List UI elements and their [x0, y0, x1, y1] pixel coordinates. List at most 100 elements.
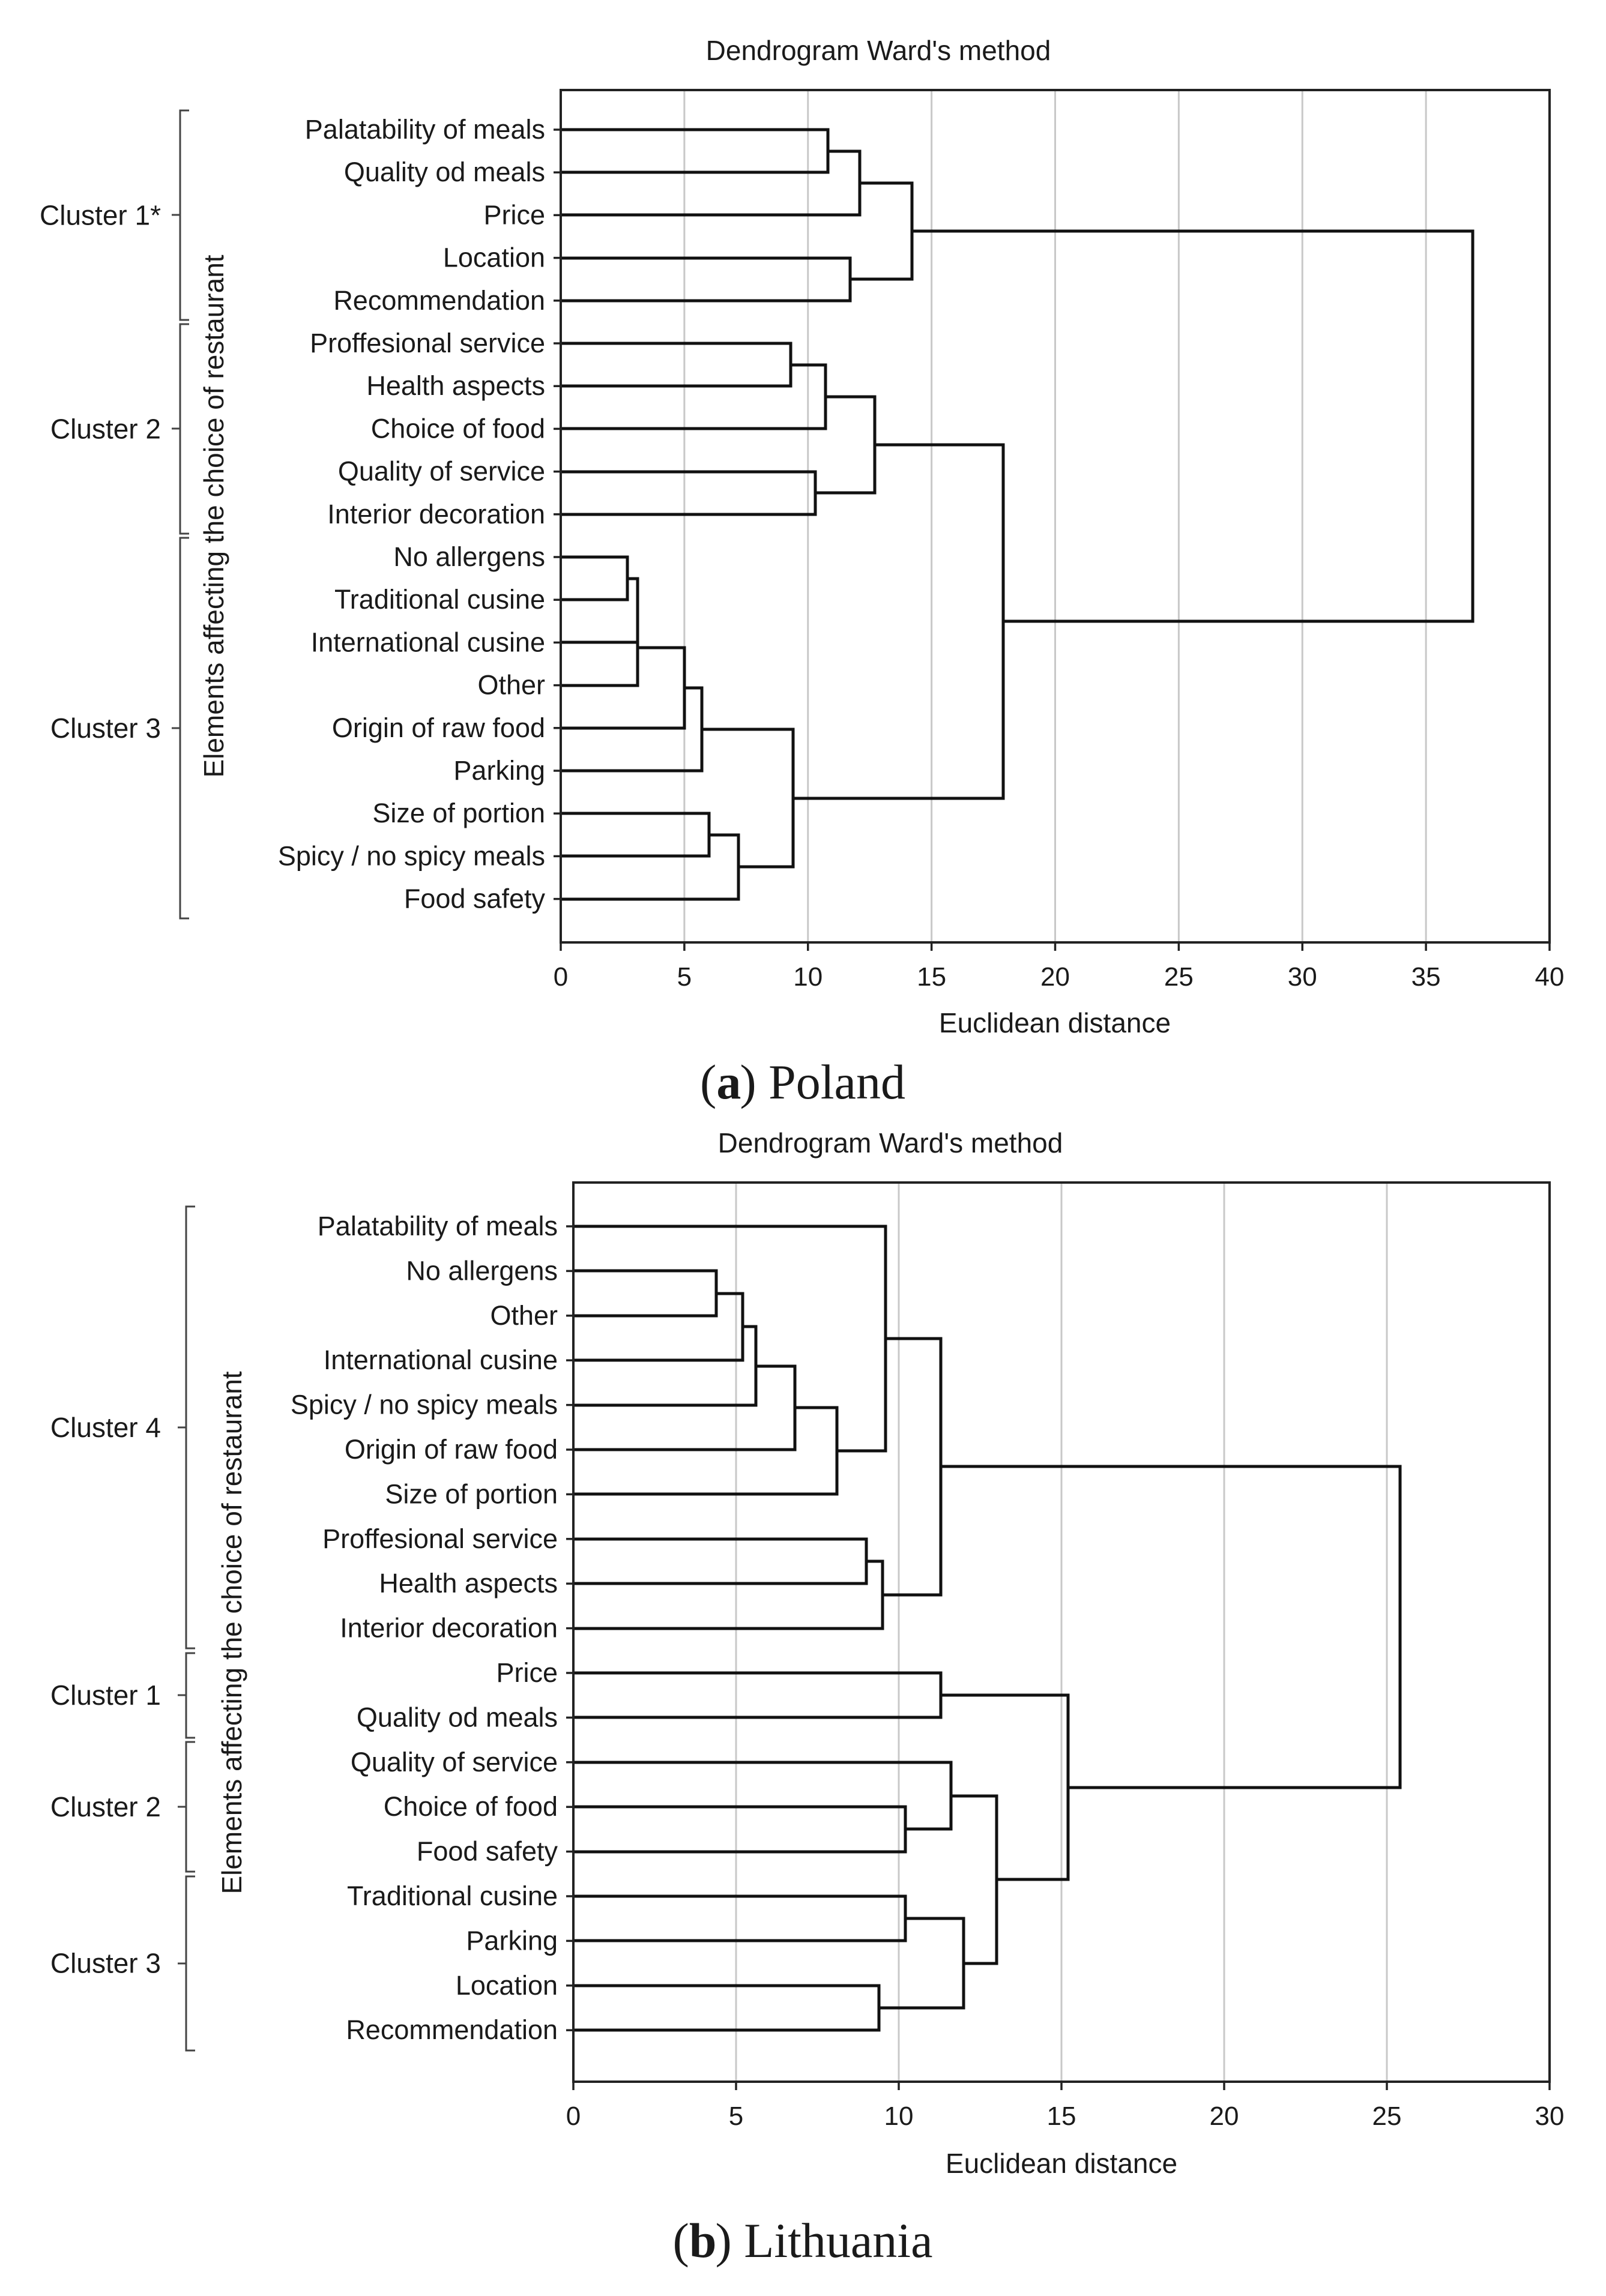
dendrogram-lithuania: Dendrogram Ward's method Palatability of…	[50, 1127, 1565, 2268]
x-tick-label: 25	[1164, 962, 1194, 992]
leaf-label: Other	[477, 670, 545, 701]
chart-title: Dendrogram Ward's method	[706, 35, 1051, 66]
y-axis-label: Elements affecting the choice of restaur…	[216, 1371, 247, 1894]
leaf-label: International cusine	[324, 1345, 558, 1375]
merge-link	[573, 1894, 907, 1942]
leaf-label: Size of portion	[372, 798, 545, 828]
x-axis-label: Euclidean distance	[946, 2148, 1177, 2179]
leaf-label: Spicy / no spicy meals	[278, 840, 545, 871]
cluster-brackets: Cluster 4 Cluster 1 Cluster 2 Cluster 3	[50, 1205, 195, 2052]
merge-link	[561, 470, 817, 516]
caption-letter: b	[689, 2213, 717, 2268]
leaf-label: Health aspects	[366, 370, 545, 401]
cluster-label: Cluster 3	[50, 713, 161, 744]
leaf-label: Health aspects	[379, 1568, 558, 1598]
x-tick-label: 30	[1288, 962, 1317, 992]
leaf-labels: Palatability of meals Quality od meals Pri…	[278, 114, 561, 914]
merge-link	[561, 149, 862, 217]
leaf-label: Interior decoration	[340, 1613, 558, 1644]
leaf-label: Proffesional service	[310, 328, 545, 358]
leaf-label: Quality od meals	[357, 1702, 558, 1732]
leaf-label: No allergens	[406, 1255, 558, 1286]
x-tick-label: 10	[793, 962, 823, 992]
leaf-label: Size of portion	[385, 1478, 558, 1509]
leaf-label: Origin of raw food	[332, 713, 545, 743]
leaf-label: Location	[456, 1970, 558, 2001]
leaf-label: Interior decoration	[327, 499, 545, 529]
dendrogram-poland: Dendrogram Ward's method Palatability of…	[40, 35, 1564, 1109]
leaf-label: Choice of food	[384, 1791, 558, 1822]
merge-link	[561, 363, 827, 430]
cluster-bracket	[172, 537, 189, 920]
cluster-label: Cluster 4	[50, 1412, 161, 1443]
merge-link	[561, 555, 629, 601]
x-tick-label: 15	[1047, 2102, 1076, 2131]
cluster-label: Cluster 1	[50, 1680, 161, 1711]
merge-link	[561, 256, 852, 303]
leaf-label: Food safety	[404, 884, 546, 914]
x-tick-label: 35	[1411, 962, 1441, 992]
leaf-labels: Palatability of meals No allergens Other In…	[291, 1211, 573, 2045]
caption-text: ) Lithuania	[715, 2213, 932, 2268]
cluster-label: Cluster 2	[50, 1791, 161, 1822]
cluster-bracket	[178, 1652, 195, 1739]
leaf-label: Price	[496, 1657, 558, 1688]
leaf-label: Parking	[466, 1925, 558, 1956]
leaf-label: Palatability of meals	[318, 1211, 558, 1241]
leaf-label: Location	[443, 243, 545, 273]
leaf-label: Traditional cusine	[334, 584, 545, 615]
merge-link	[561, 128, 830, 174]
x-tick-label: 15	[917, 962, 946, 992]
cluster-bracket	[178, 1205, 195, 1650]
merge-link	[702, 728, 795, 869]
leaf-label: Food safety	[417, 1836, 558, 1867]
chart-title: Dendrogram Ward's method	[718, 1127, 1063, 1159]
x-axis-ticks: 0 5 10 15 20 25 30 35 40	[554, 942, 1564, 992]
merge-link	[573, 1761, 953, 1831]
x-axis-ticks: 0 5 10 15 20 25 30	[566, 2082, 1565, 2131]
x-tick-label: 20	[1040, 962, 1070, 992]
dendrogram-links	[561, 128, 1475, 901]
merge-link	[941, 1693, 1070, 1881]
dendrogram-links	[573, 1225, 1402, 2032]
merge-link	[912, 229, 1475, 623]
panel-caption: (b) Lithuania	[673, 2213, 933, 2268]
merge-link	[573, 1559, 884, 1630]
leaf-label: Parking	[453, 755, 545, 786]
leaf-label: No allergens	[393, 541, 545, 572]
caption-letter: a	[716, 1055, 741, 1109]
x-tick-label: 30	[1535, 2102, 1565, 2131]
leaf-label: Traditional cusine	[347, 1881, 558, 1911]
merge-link	[879, 1917, 965, 2010]
leaf-label: Palatability of meals	[305, 114, 545, 145]
leaf-label: Quality of service	[351, 1747, 558, 1777]
leaf-label: Origin of raw food	[345, 1434, 558, 1465]
leaf-label: Other	[490, 1300, 558, 1331]
merge-link	[573, 1805, 907, 1854]
x-tick-label: 0	[566, 2102, 581, 2131]
y-axis-label: Elements affecting the choice of restaur…	[198, 255, 229, 777]
x-tick-label: 10	[884, 2102, 914, 2131]
x-tick-label: 20	[1210, 2102, 1239, 2131]
merge-link	[573, 1325, 758, 1407]
cluster-bracket	[172, 109, 189, 321]
x-tick-label: 5	[677, 962, 692, 992]
merge-link	[561, 342, 792, 388]
merge-link	[941, 1465, 1402, 1789]
merge-link	[573, 1364, 797, 1451]
cluster-label: Cluster 3	[50, 1948, 161, 1979]
merge-link	[793, 443, 1005, 800]
merge-link	[573, 1671, 943, 1719]
merge-link	[561, 646, 686, 730]
leaf-label: Choice of food	[371, 413, 545, 444]
cluster-brackets: Cluster 1* Cluster 2 Cluster 3	[40, 109, 189, 920]
cluster-label: Cluster 1*	[40, 199, 161, 231]
x-tick-label: 0	[554, 962, 568, 992]
merge-link	[573, 1269, 718, 1318]
panel-caption: (a) Poland	[700, 1055, 905, 1109]
cluster-bracket	[172, 323, 189, 535]
leaf-label: Recommendation	[333, 285, 545, 316]
leaf-label: International cusine	[311, 627, 545, 657]
merge-link	[573, 1225, 887, 1453]
cluster-bracket	[178, 1875, 195, 2052]
